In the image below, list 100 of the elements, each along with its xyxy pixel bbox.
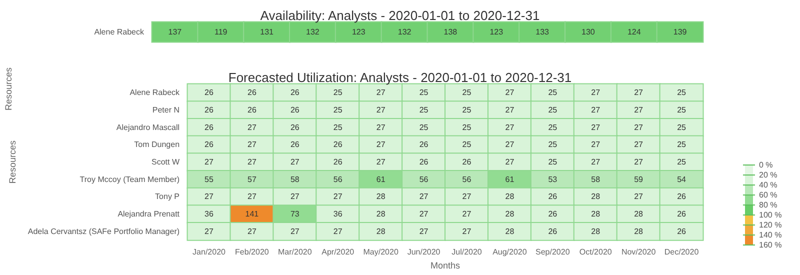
data-label: 25	[677, 140, 687, 150]
data-label: 27	[290, 192, 300, 202]
data-label: 26	[333, 140, 343, 150]
data-label: 25	[462, 88, 472, 98]
color-bar-label: 60 %	[759, 190, 778, 200]
data-label: 25	[548, 88, 558, 98]
data-label: 27	[634, 192, 644, 202]
data-label: 26	[548, 192, 558, 202]
color-bar-label: 80 %	[759, 200, 778, 210]
data-label: 56	[419, 174, 429, 184]
color-bar-label: 160 %	[759, 240, 782, 250]
data-label: 57	[248, 174, 257, 184]
y-tick-label: Alejandro Mascall	[116, 122, 180, 132]
data-label: 27	[419, 210, 429, 219]
data-label: 27	[462, 192, 472, 202]
y-tick-label: Alene Rabeck	[94, 28, 145, 36]
data-label: 53	[548, 174, 558, 184]
y-axis-title: Resources	[8, 140, 18, 184]
data-label: 27	[591, 106, 601, 115]
x-tick-label: Jun/2020	[407, 248, 441, 257]
y-tick-label: Tony P	[155, 192, 180, 202]
data-label: 130	[582, 28, 596, 36]
data-label: 26	[677, 192, 687, 202]
data-label: 54	[677, 174, 687, 184]
data-label: 26	[290, 122, 300, 132]
data-label: 25	[677, 106, 687, 115]
data-label: 27	[248, 140, 257, 150]
data-label: 27	[505, 140, 515, 150]
data-label: 58	[290, 174, 300, 184]
data-label: 27	[591, 158, 601, 167]
data-label: 139	[673, 28, 688, 36]
data-label: 137	[168, 28, 182, 36]
data-label: 26	[248, 88, 257, 98]
y-tick-label: Tom Dungen	[134, 140, 180, 150]
data-label: 27	[376, 122, 386, 132]
data-label: 27	[333, 226, 343, 236]
data-label: 25	[419, 88, 429, 98]
x-axis-title: Months	[430, 260, 461, 270]
data-label: 58	[591, 174, 601, 184]
data-label: 27	[505, 158, 515, 167]
color-bar-label: 100 %	[759, 210, 782, 220]
data-label: 25	[462, 106, 472, 115]
data-label: 27	[290, 158, 300, 167]
data-label: 28	[376, 226, 386, 236]
data-label: 25	[333, 88, 343, 98]
data-label: 27	[248, 192, 257, 202]
data-label: 27	[591, 122, 601, 132]
data-label: 27	[376, 88, 386, 98]
y-tick-label: Alejandra Prenatt	[118, 210, 180, 219]
x-tick-label: Aug/2020	[492, 248, 528, 257]
data-label: 27	[204, 226, 214, 236]
data-label: 124	[627, 28, 642, 36]
data-label: 26	[419, 158, 429, 167]
data-label: 25	[333, 122, 343, 132]
data-label: 27	[376, 140, 386, 150]
data-label: 123	[352, 28, 366, 36]
data-label: 26	[290, 140, 300, 150]
data-label: 25	[419, 122, 429, 132]
data-label: 25	[548, 140, 558, 150]
y-tick-label: Scott W	[152, 158, 180, 167]
data-label: 28	[376, 192, 386, 202]
data-label: 27	[290, 226, 300, 236]
data-label: 27	[204, 192, 214, 202]
x-tick-label: Dec/2020	[664, 248, 700, 257]
data-label: 27	[419, 192, 429, 202]
data-label: 27	[248, 122, 257, 132]
data-label: 26	[290, 106, 300, 115]
data-label: 61	[376, 174, 386, 184]
data-label: 25	[462, 140, 472, 150]
data-label: 131	[260, 28, 274, 36]
data-label: 25	[677, 88, 687, 98]
data-label: 26	[548, 226, 558, 236]
y-tick-label: Peter N	[152, 106, 180, 115]
data-label: 27	[462, 210, 472, 219]
data-label: 27	[248, 226, 257, 236]
color-bar-label: 20 %	[759, 170, 778, 180]
data-label: 56	[462, 174, 472, 184]
x-tick-label: Nov/2020	[621, 248, 656, 257]
x-tick-label: Jan/2020	[192, 248, 226, 257]
data-label: 132	[398, 28, 412, 36]
data-label: 25	[677, 122, 687, 132]
data-label: 28	[591, 210, 601, 219]
data-label: 28	[591, 226, 601, 236]
data-label: 26	[677, 226, 687, 236]
data-label: 25	[548, 158, 558, 167]
data-label: 26	[548, 210, 558, 219]
text: Resources	[4, 67, 14, 111]
data-label: 27	[591, 140, 601, 150]
data-label: 27	[634, 106, 644, 115]
chart-title: Availability: Analysts - 2020-01-01 to 2020-12-31	[260, 8, 540, 23]
data-label: 25	[419, 106, 429, 115]
x-tick-label: Jul/2020	[452, 248, 482, 257]
data-label: 56	[333, 174, 343, 184]
data-label: 27	[505, 122, 515, 132]
data-label: 27	[376, 158, 386, 167]
data-label: 27	[505, 106, 515, 115]
data-label: 26	[677, 210, 687, 219]
data-label: 25	[677, 158, 687, 167]
data-label: 26	[204, 140, 214, 150]
data-label: 132	[306, 28, 320, 36]
